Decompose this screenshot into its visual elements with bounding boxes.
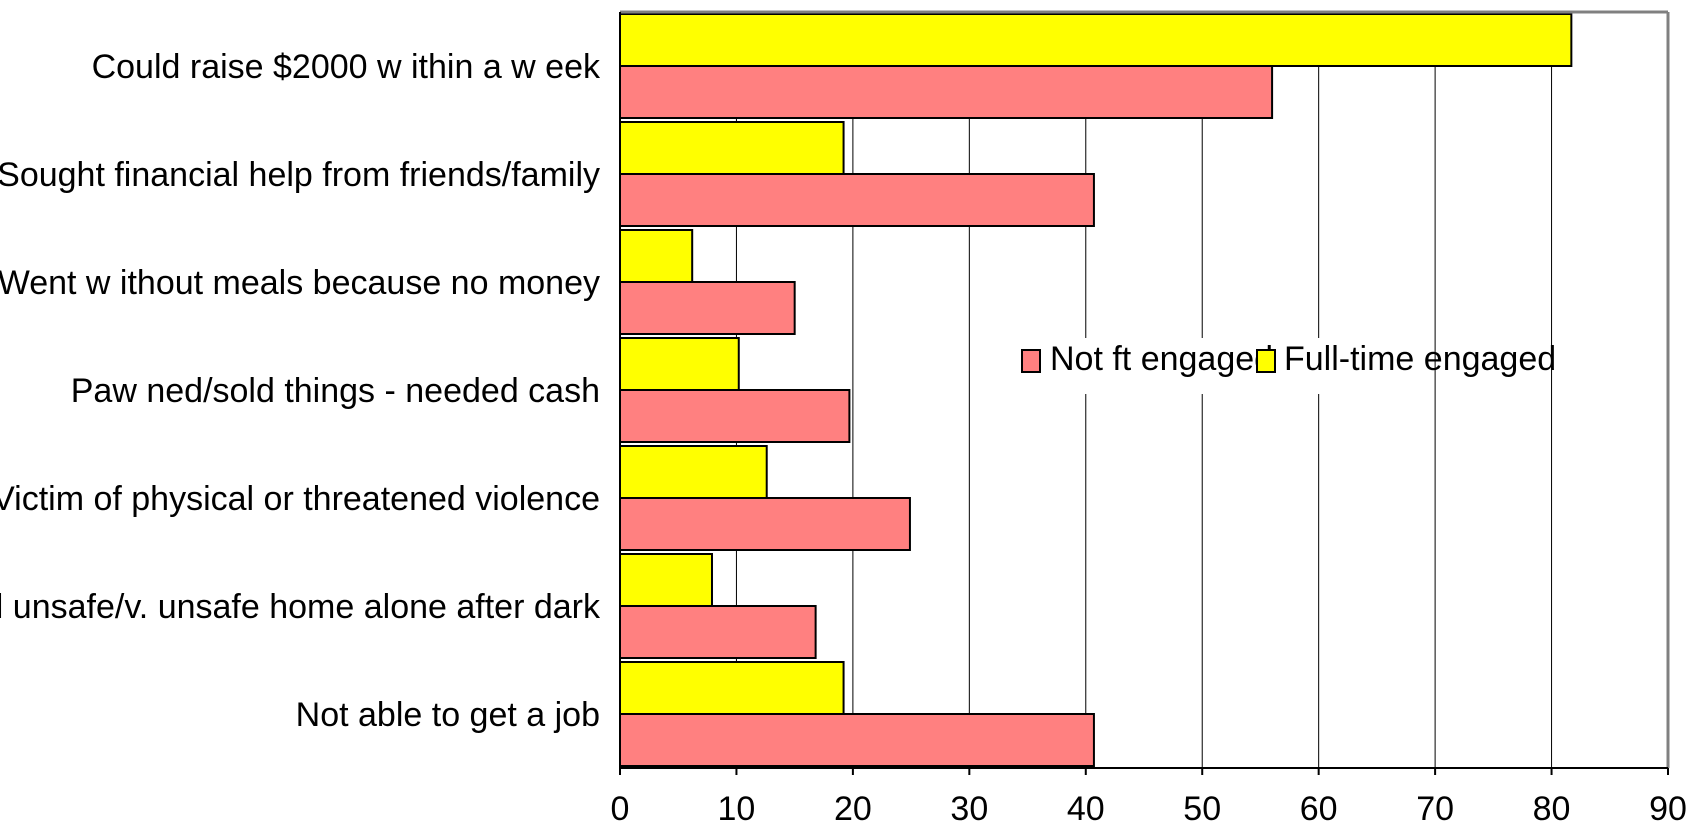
category-label-3: Paw ned/sold things - needed cash (71, 372, 600, 410)
legend: Not ft engaged Full-time engaged (1010, 338, 1556, 394)
x-tick-labels: 0 10 20 30 40 50 60 70 80 90 (611, 790, 1687, 828)
category-label-4: Victim of physical or threatened violenc… (0, 480, 600, 518)
legend-label-full-time: Full-time engaged (1284, 340, 1556, 378)
bars (619, 13, 1573, 767)
category-label-5: Feel unsafe/v. unsafe home alone after d… (0, 588, 601, 626)
bar-full-time-1 (619, 121, 845, 175)
category-label-6: Not able to get a job (296, 696, 600, 734)
x-tick-label-90: 90 (1649, 790, 1687, 828)
bar-not-ft-6 (619, 713, 1095, 767)
bar-full-time-2 (619, 229, 694, 283)
x-tick-label-20: 20 (834, 790, 872, 828)
bar-full-time-6 (619, 661, 845, 715)
bar-not-ft-3 (619, 389, 851, 443)
category-label-0: Could raise $2000 w ithin a w eek (92, 48, 601, 86)
bar-not-ft-1 (619, 173, 1095, 227)
x-tick-label-80: 80 (1533, 790, 1571, 828)
category-label-1: Sought financial help from friends/famil… (0, 156, 600, 194)
x-tick-label-0: 0 (611, 790, 630, 828)
category-labels: Could raise $2000 w ithin a w eek Sought … (0, 48, 601, 734)
bar-full-time-0 (619, 13, 1573, 67)
legend-label-not-ft: Not ft engaged (1050, 340, 1273, 378)
bar-full-time-5 (619, 553, 713, 607)
axes (619, 10, 1670, 775)
x-tick-label-60: 60 (1300, 790, 1338, 828)
x-tick-label-30: 30 (950, 790, 988, 828)
legend-swatch-full-time (1256, 349, 1276, 373)
category-label-2: Went w ithout meals because no money (0, 264, 600, 302)
legend-swatch-not-ft (1021, 349, 1041, 373)
bar-not-ft-0 (619, 65, 1274, 119)
bar-full-time-3 (619, 337, 740, 391)
x-tick-label-10: 10 (718, 790, 756, 828)
bar-full-time-4 (619, 445, 768, 499)
bar-not-ft-4 (619, 497, 911, 551)
x-tick-label-70: 70 (1416, 790, 1454, 828)
bar-not-ft-5 (619, 605, 817, 659)
bar-not-ft-2 (619, 281, 796, 335)
x-tick-label-40: 40 (1067, 790, 1105, 828)
legend-background (1010, 338, 1430, 394)
x-tick-label-50: 50 (1183, 790, 1221, 828)
